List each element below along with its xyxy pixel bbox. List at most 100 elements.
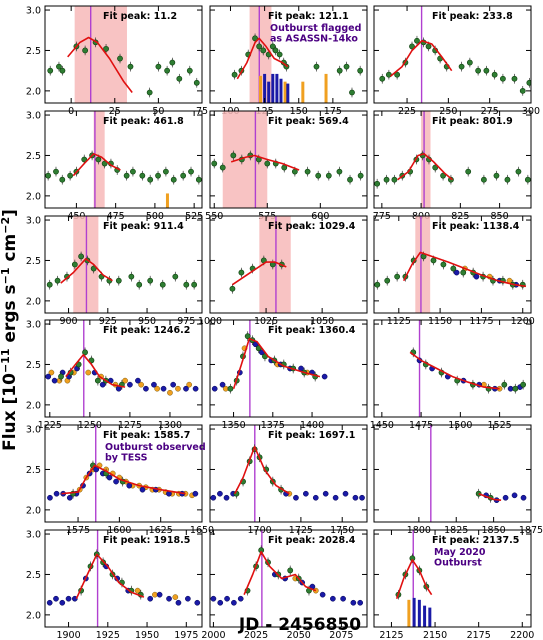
data-point-orange <box>186 381 193 388</box>
data-point-blue <box>46 599 53 606</box>
data-point-green <box>227 385 234 392</box>
data-point-blue <box>170 381 177 388</box>
panel-5: 550575600Fit peak: 569.4 <box>205 110 368 222</box>
y-tick-label: 2.5 <box>26 256 41 267</box>
x-tick-label: 1175 <box>469 316 493 327</box>
data-point-green <box>147 277 154 284</box>
data-point-green <box>53 168 59 175</box>
x-tick-label: 925 <box>99 316 117 327</box>
panel-plot-area <box>374 216 527 313</box>
data-point-green <box>252 35 258 42</box>
fit-curve <box>60 258 113 284</box>
observation-bar <box>271 73 275 103</box>
data-point-green <box>176 75 183 82</box>
data-point-green <box>374 180 381 187</box>
data-point-orange <box>154 385 160 392</box>
y-tick-label: 3.0 <box>26 320 41 331</box>
data-point-green <box>56 63 62 70</box>
panel-plot-area <box>231 6 364 103</box>
panel-frame <box>373 215 532 314</box>
data-point-blue <box>332 494 339 501</box>
data-point-blue <box>352 494 359 501</box>
x-tick-label: 1050 <box>310 316 334 327</box>
fit-peak-label: Fit peak: 1029.4 <box>268 221 356 232</box>
observation-bar <box>423 605 427 627</box>
y-tick-label: 2.5 <box>26 465 41 476</box>
data-point-green <box>336 168 343 175</box>
annotation-note: by TESS <box>105 453 148 464</box>
panel-plot-area <box>379 6 531 103</box>
data-point-blue <box>66 494 73 501</box>
panel-plot-area <box>430 425 527 522</box>
fit-curve <box>389 40 453 77</box>
data-point-green <box>493 172 500 179</box>
fit-peak-label: Fit peak: 1360.4 <box>268 325 356 336</box>
x-tick-label: 1200 <box>511 316 535 327</box>
x-tick-label: 975 <box>177 316 195 327</box>
x-tick-label: 2200 <box>510 630 534 640</box>
y-axis-label: Flux [10−11 ergs s−1 cm−2] <box>0 209 20 451</box>
observation-bar <box>165 193 169 208</box>
observation-bar <box>417 599 421 627</box>
data-point-green <box>414 37 420 44</box>
y-tick-label: 2.5 <box>26 151 41 162</box>
data-point-green <box>82 349 88 356</box>
fit-peak-label: Fit peak: 233.8 <box>432 11 513 22</box>
data-point-green <box>193 79 200 86</box>
data-point-blue <box>210 595 217 602</box>
data-point-orange <box>138 381 144 388</box>
observation-bar <box>301 81 305 103</box>
data-point-blue <box>183 385 189 392</box>
data-point-orange <box>152 591 158 598</box>
data-point-blue <box>357 599 364 606</box>
data-point-green <box>425 43 432 50</box>
data-point-green <box>504 176 511 183</box>
panel-plot-area <box>211 320 328 417</box>
data-point-green <box>172 273 179 280</box>
panel-frame <box>209 319 368 418</box>
fit-curve <box>478 492 502 501</box>
x-tick-label: 1925 <box>96 630 120 640</box>
y-tick-label: 3.0 <box>26 6 41 17</box>
panel-plot-area <box>395 530 433 627</box>
data-point-blue <box>321 373 328 380</box>
data-point-green <box>374 281 381 288</box>
fit-curve <box>397 153 454 181</box>
data-point-green <box>195 176 202 183</box>
data-point-blue <box>65 595 72 602</box>
data-point-green <box>139 172 146 179</box>
data-point-green <box>127 63 134 70</box>
data-point-blue <box>217 599 224 606</box>
data-point-green <box>287 567 294 574</box>
data-point-blue <box>224 595 230 602</box>
x-tick-label: 2075 <box>329 630 353 640</box>
x-tick-label: 1125 <box>387 316 411 327</box>
fit-curve <box>234 446 290 495</box>
observation-bar <box>259 75 263 103</box>
data-point-blue <box>303 490 309 497</box>
fit-peak-label: Fit peak: 461.8 <box>103 116 184 127</box>
data-point-green <box>231 71 238 78</box>
data-point-blue <box>502 494 509 501</box>
fit-curve <box>409 351 500 390</box>
panel-frame <box>44 5 203 104</box>
fit-peak-label: Fit peak: 1697.1 <box>268 430 355 441</box>
y-tick-label: 3.0 <box>26 530 41 541</box>
data-point-green <box>276 51 283 58</box>
data-point-blue <box>166 595 172 602</box>
y-tick-label: 2.5 <box>26 570 41 581</box>
panel-plot-area <box>45 111 202 208</box>
data-point-green <box>54 277 61 284</box>
data-point-blue <box>342 490 349 497</box>
data-point-green <box>128 273 135 280</box>
data-point-green <box>450 265 457 272</box>
data-point-green <box>103 45 109 52</box>
x-tick-label: 1900 <box>56 630 80 640</box>
data-point-blue <box>194 599 201 606</box>
x-tick-label: 1150 <box>428 316 452 327</box>
panel-15: 1800 1825 1850 1875 <box>373 424 543 536</box>
observation-bar <box>428 607 432 627</box>
data-point-blue <box>106 474 113 481</box>
